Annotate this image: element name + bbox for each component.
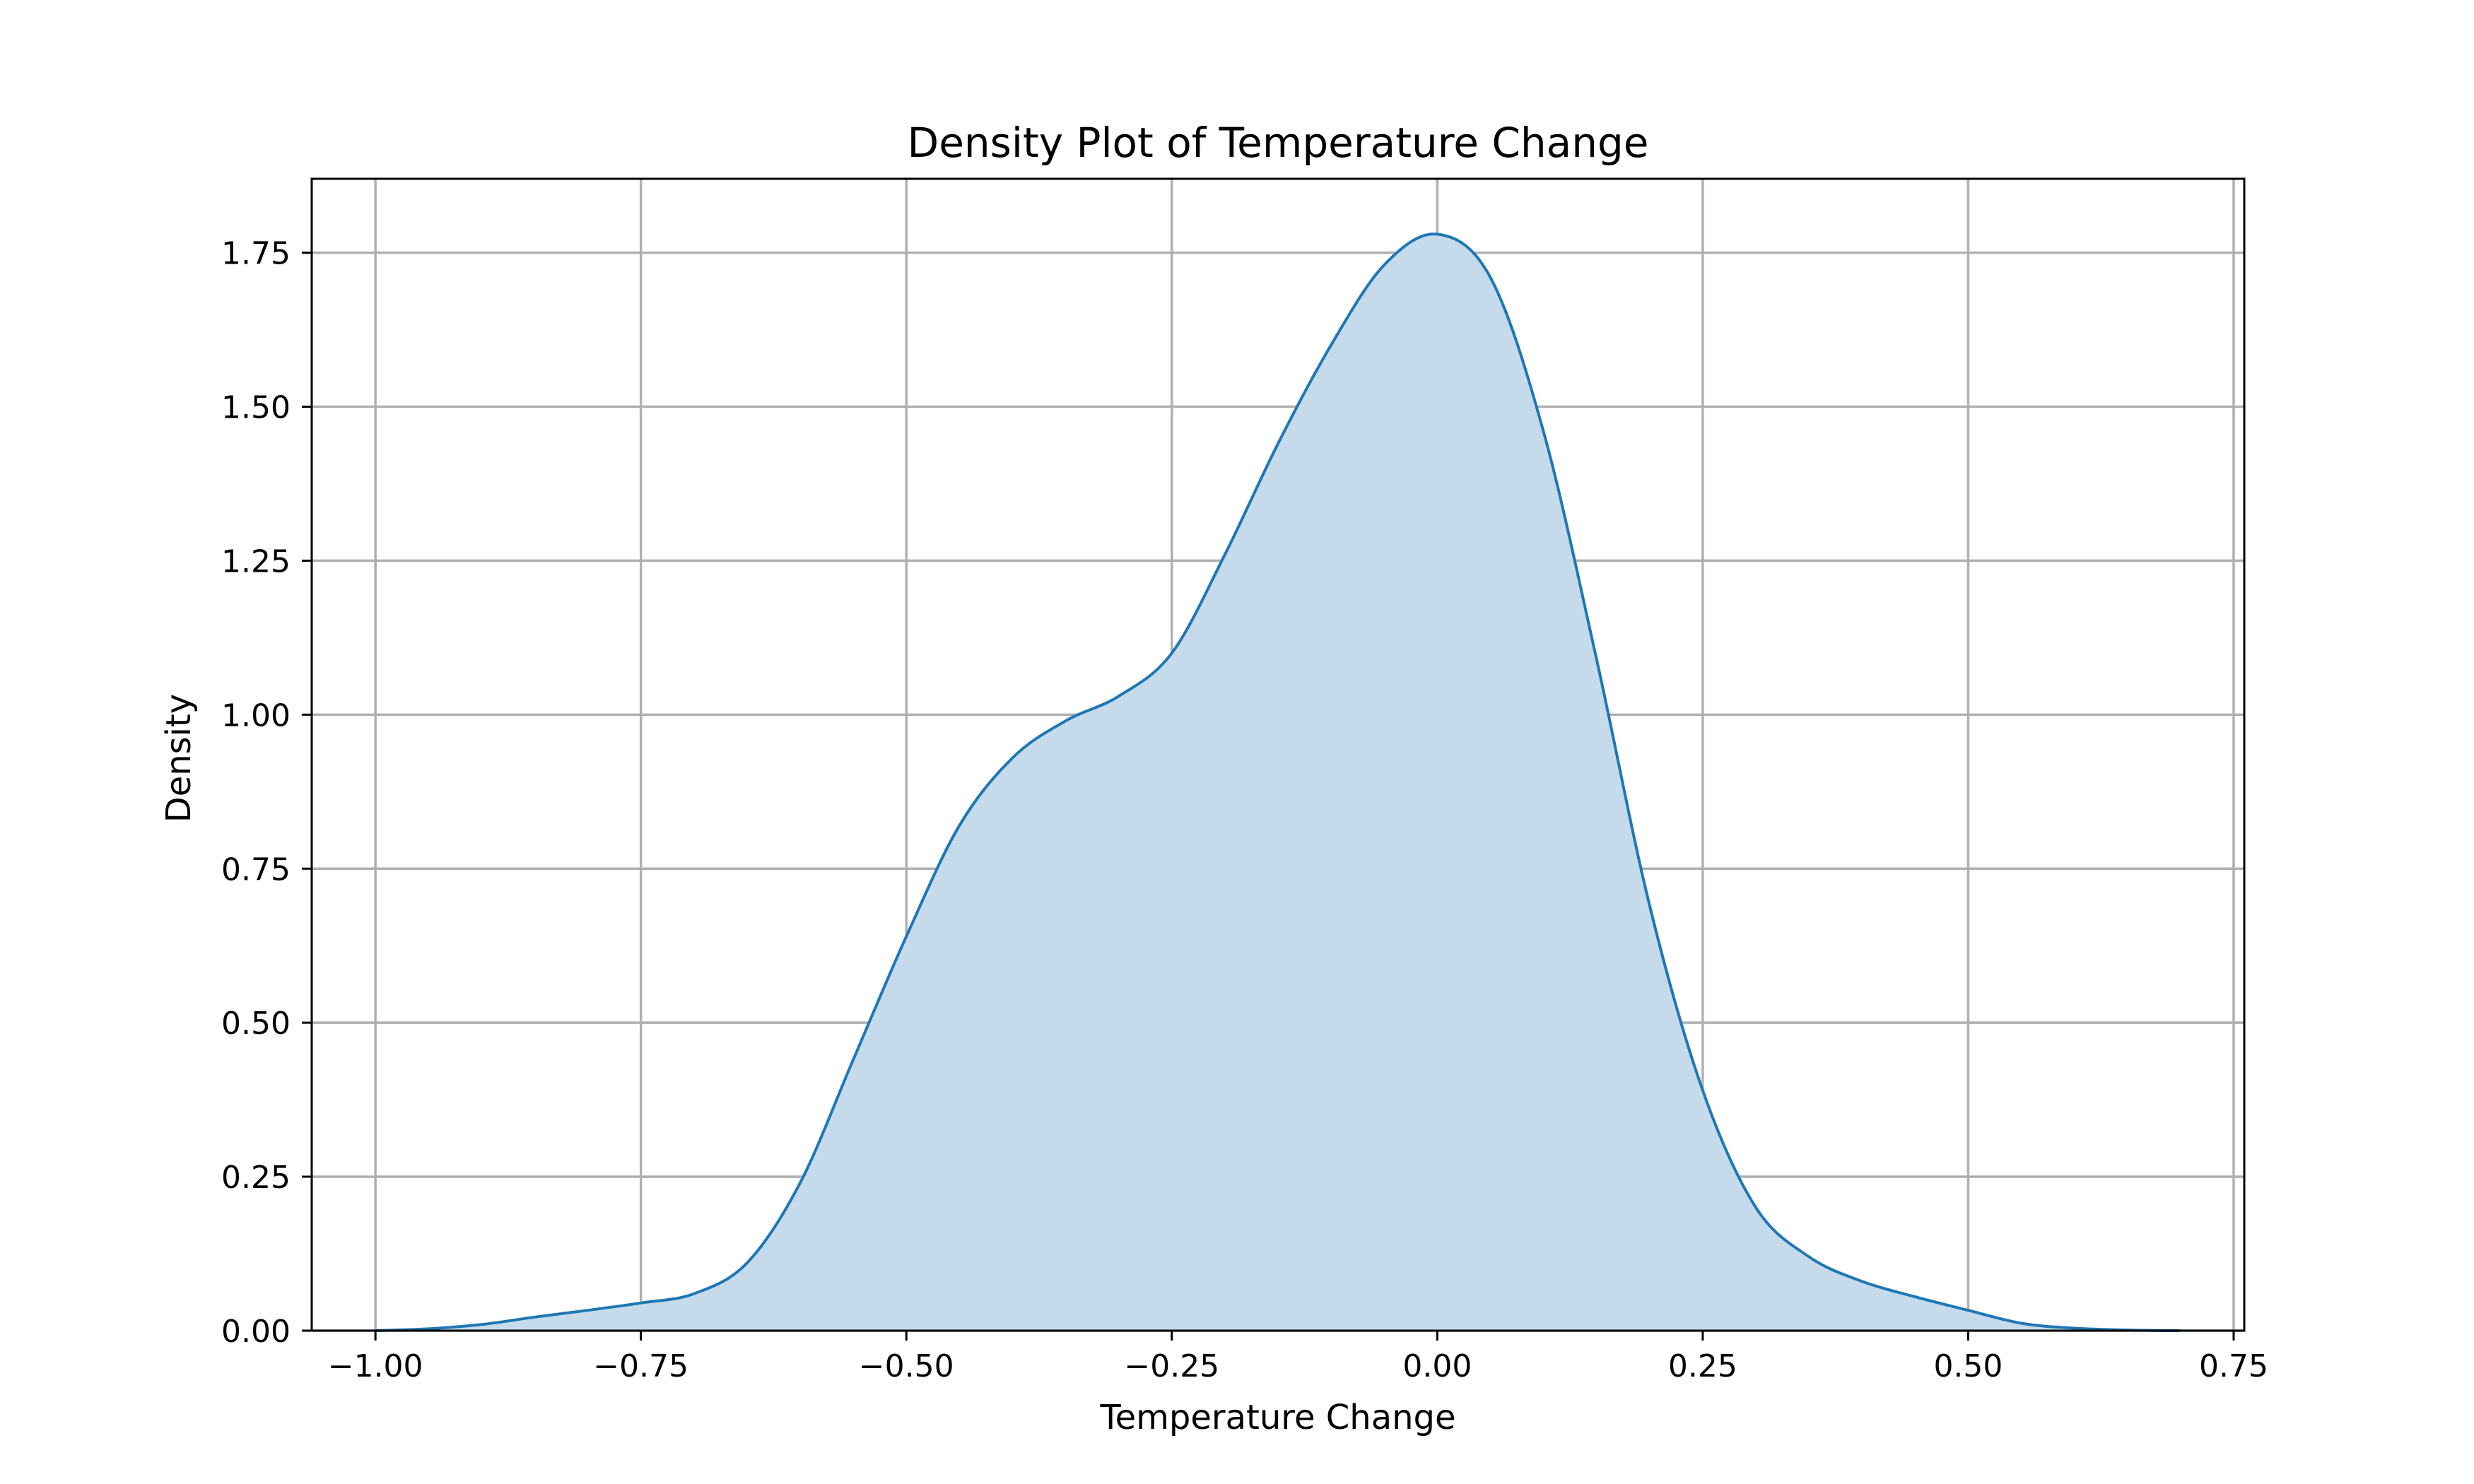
x-tick-label: 0.00 bbox=[1402, 1348, 1472, 1384]
y-tick-label: 1.75 bbox=[221, 236, 291, 272]
x-tick-label: −0.75 bbox=[593, 1348, 688, 1384]
y-tick-label: 0.25 bbox=[221, 1160, 291, 1196]
x-tick-label: 0.50 bbox=[1933, 1348, 2003, 1384]
density-line bbox=[375, 232, 2181, 1332]
x-tick-label: −1.00 bbox=[328, 1348, 423, 1384]
x-tick-label: −0.25 bbox=[1124, 1348, 1219, 1384]
x-tick-label: −0.50 bbox=[859, 1348, 954, 1384]
y-tick-label: 1.50 bbox=[221, 390, 291, 426]
x-axis-label: Temperature Change bbox=[1099, 1398, 1455, 1437]
y-tick-label: 0.00 bbox=[221, 1314, 291, 1350]
y-tick-label: 1.25 bbox=[221, 543, 291, 579]
y-tick-label: 0.50 bbox=[221, 1006, 291, 1042]
y-tick-label: 0.75 bbox=[221, 852, 291, 888]
x-tick-label: 0.25 bbox=[1668, 1348, 1737, 1384]
y-tick-label: 1.00 bbox=[221, 697, 291, 734]
plot-frame bbox=[310, 177, 2246, 1332]
x-tick-label: 0.75 bbox=[2199, 1348, 2268, 1384]
density-area bbox=[375, 234, 2181, 1331]
chart-title: Density Plot of Temperature Change bbox=[908, 119, 1649, 167]
x-axis: −1.00 −0.75 −0.50 −0.25 0.00 0.25 0.50 0.75 bbox=[328, 1331, 2268, 1384]
y-axis-label: Density bbox=[159, 694, 199, 823]
y-axis: 0.00 0.25 0.50 0.75 1.00 1.25 1.50 1.75 bbox=[221, 236, 312, 1350]
